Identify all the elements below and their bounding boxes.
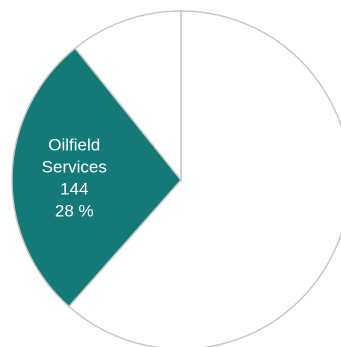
pie-slice-1-label-text: Oilfield: [48, 135, 100, 154]
pie-slice-1-percent-text: 28 %: [55, 201, 94, 220]
pie-slice-1-label-text: Services: [42, 157, 107, 176]
pie-slice-1-value-text: 144: [60, 179, 88, 198]
